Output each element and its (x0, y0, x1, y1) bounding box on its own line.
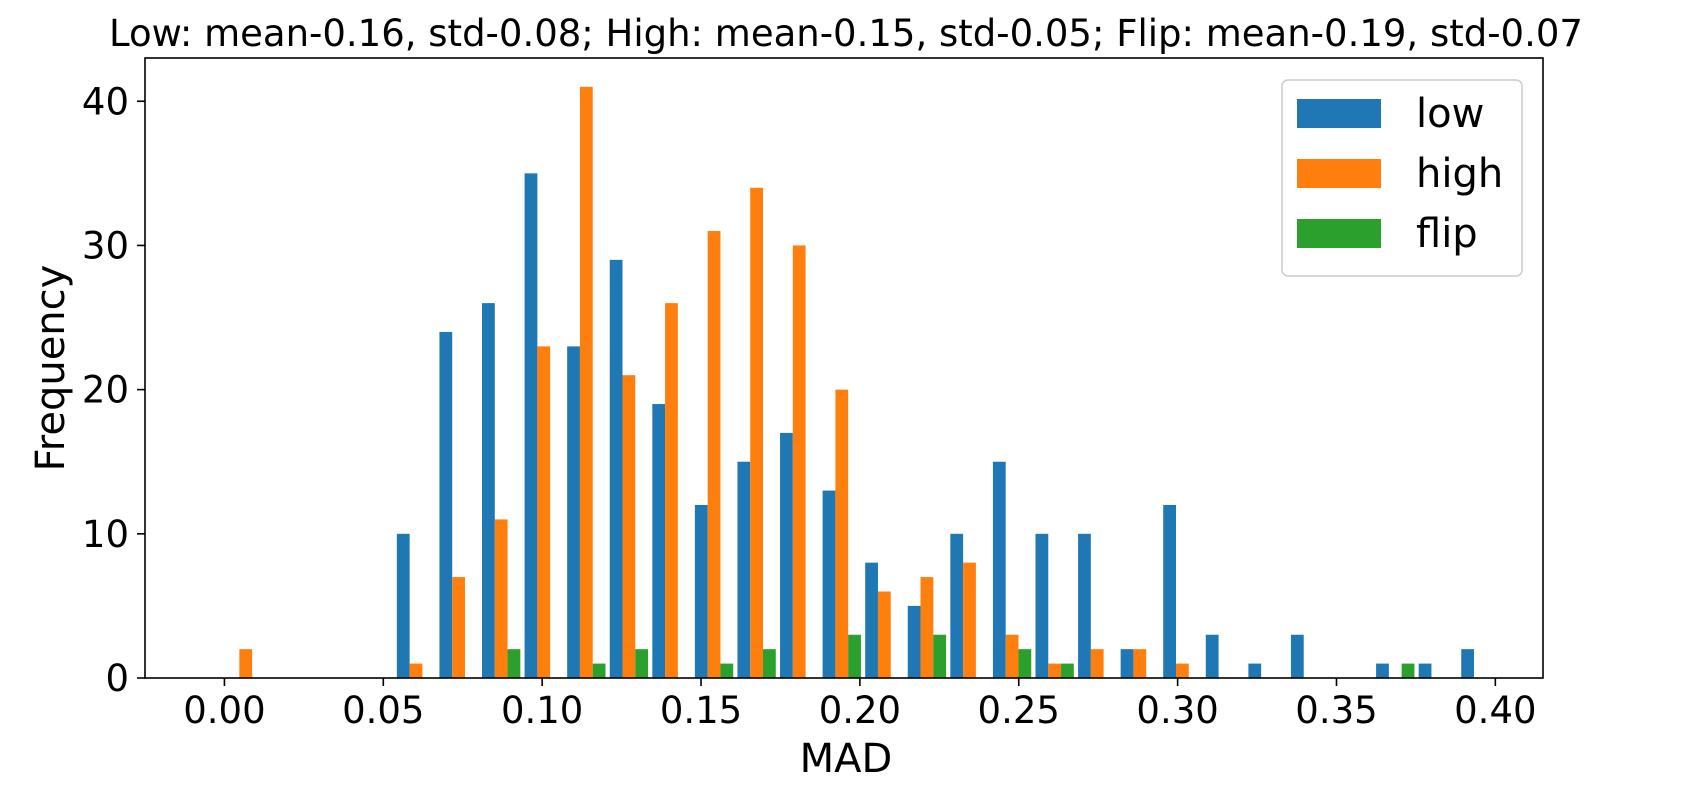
bar-low (1290, 634, 1304, 678)
bar-high (792, 245, 806, 678)
bar-high (1175, 663, 1189, 678)
legend-swatch-high (1297, 159, 1381, 188)
bar-high (452, 577, 465, 678)
chart-title: Low: mean-0.16, std-0.08; High: mean-0.1… (109, 12, 1583, 55)
x-tick-label: 0.40 (1454, 689, 1536, 732)
x-axis: 0.00 0.05 0.10 0.15 0.20 0.25 0.30 0.35 0.40 (183, 678, 1537, 732)
bar-low (652, 404, 666, 678)
x-tick-label: 0.05 (342, 689, 424, 732)
bar-flip (592, 663, 606, 678)
x-tick-label: 0.35 (1295, 689, 1377, 732)
bar-flip (1401, 663, 1415, 678)
bar-low (1163, 504, 1176, 678)
bar-high (835, 389, 849, 678)
bar-high (877, 591, 891, 678)
bar-low (524, 173, 538, 679)
x-tick-label: 0.10 (501, 689, 583, 732)
bar-low (822, 490, 836, 678)
bar-high (920, 577, 934, 678)
legend-swatch-flip (1297, 219, 1381, 248)
bar-flip (720, 663, 734, 678)
bar-high (409, 663, 423, 678)
bar-low (439, 331, 453, 678)
bar-low (1248, 663, 1262, 678)
bar-high (537, 346, 551, 678)
bar-low (992, 461, 1006, 678)
bar-low (1120, 649, 1134, 678)
bar-low (694, 504, 708, 678)
bar-flip (1061, 663, 1074, 678)
bar-high (1090, 649, 1104, 678)
legend-label-flip: flip (1416, 211, 1478, 257)
bar-low (737, 461, 751, 678)
bar-low (567, 346, 580, 678)
y-tick-label: 30 (82, 224, 129, 267)
bar-high (1048, 663, 1062, 678)
bar-low (950, 533, 964, 678)
bar-high (750, 187, 764, 678)
bar-flip (763, 649, 776, 678)
bar-low (1205, 634, 1219, 678)
bar-low (1376, 663, 1389, 678)
x-tick-label: 0.30 (1136, 689, 1218, 732)
bar-high (239, 649, 253, 678)
bar-high (579, 86, 593, 678)
bars-group (239, 86, 1475, 679)
bar-low (396, 533, 410, 678)
bar-flip (848, 634, 861, 678)
y-axis-label: Frequency (28, 265, 74, 472)
legend-label-high: high (1416, 151, 1503, 197)
legend: low high flip (1281, 79, 1523, 277)
x-tick-label: 0.20 (819, 689, 901, 732)
y-tick-label: 20 (82, 369, 129, 412)
bar-high (622, 375, 636, 678)
bar-flip (635, 649, 649, 678)
bar-low (865, 562, 878, 678)
plot-frame (144, 57, 1544, 679)
bar-low (609, 259, 623, 678)
bar-low (1078, 533, 1091, 678)
bar-low (1035, 533, 1049, 678)
bar-high (963, 562, 976, 678)
bar-low (1418, 663, 1432, 678)
x-tick-label: 0.00 (183, 689, 265, 732)
bar-high (1005, 634, 1019, 678)
bar-flip (507, 649, 521, 678)
bar-high (707, 231, 721, 678)
y-tick-label: 0 (105, 657, 129, 700)
bar-high (1133, 649, 1147, 678)
bar-flip (933, 634, 947, 678)
bar-flip (1018, 649, 1032, 678)
x-axis-label: MAD (800, 736, 893, 782)
x-tick-label: 0.25 (978, 689, 1060, 732)
legend-label-low: low (1416, 91, 1484, 137)
bar-high (494, 519, 508, 678)
bar-low (780, 432, 793, 678)
bar-low (907, 605, 921, 678)
legend-swatch-low (1297, 99, 1381, 128)
bar-low (1461, 649, 1475, 678)
bar-high (665, 303, 678, 678)
bar-low (482, 303, 495, 678)
y-tick-label: 10 (82, 513, 129, 556)
x-tick-label: 0.15 (660, 689, 742, 732)
y-tick-label: 40 (82, 80, 129, 123)
y-axis: 0 10 20 30 40 (82, 80, 145, 700)
